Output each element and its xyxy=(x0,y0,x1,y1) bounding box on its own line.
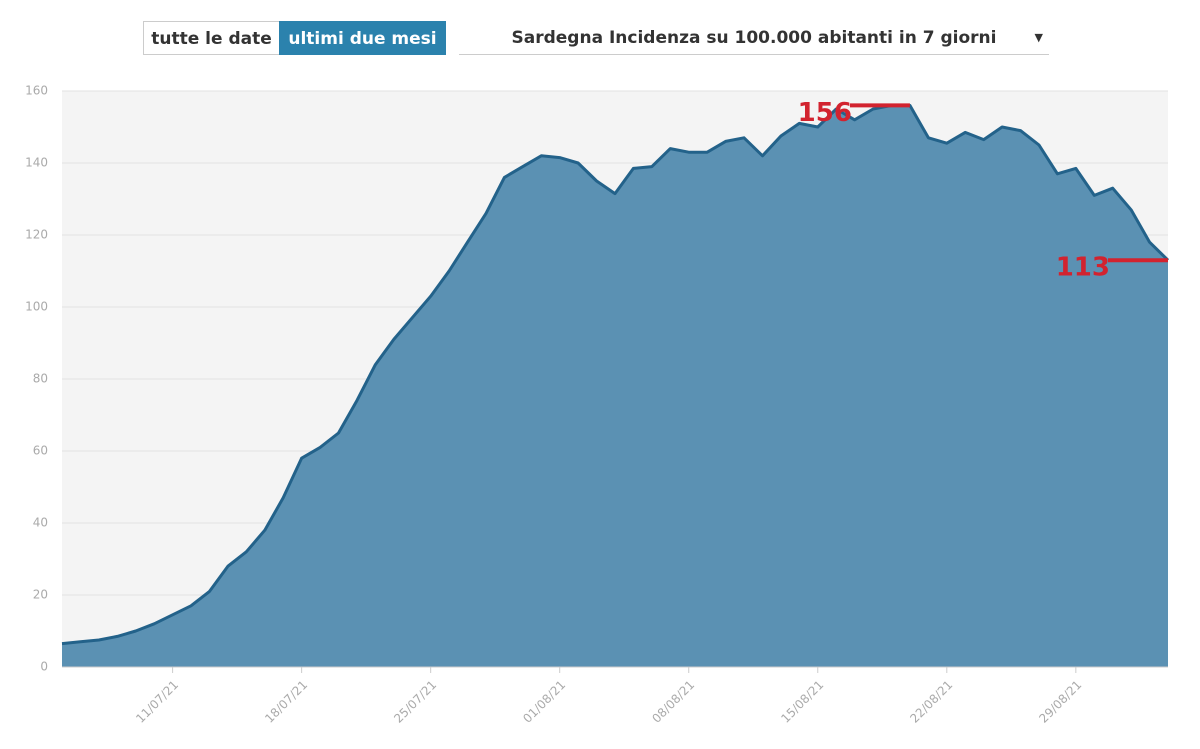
button[interactable]: tutte le date xyxy=(143,21,280,55)
dropdown[interactable]: Sardegna Incidenza su 100.000 abitanti i… xyxy=(459,21,1049,55)
x-tick-label: 18/07/21 xyxy=(262,678,310,726)
y-tick-label: 80 xyxy=(33,372,48,386)
y-tick-label: 20 xyxy=(33,588,48,602)
annotation-label: 113 xyxy=(1056,253,1110,283)
y-tick-label: 0 xyxy=(40,660,48,674)
y-tick-label: 160 xyxy=(25,84,48,98)
dropdown-label: Sardegna Incidenza su 100.000 abitanti i… xyxy=(511,28,997,48)
y-tick-label: 140 xyxy=(25,156,48,170)
x-tick-label: 01/08/21 xyxy=(520,678,568,726)
x-tick-label: 15/08/21 xyxy=(778,678,826,726)
x-tick-label: 08/08/21 xyxy=(649,678,697,726)
x-tick-label: 11/07/21 xyxy=(133,678,181,726)
line xyxy=(61,103,1170,646)
y-tick-label: 40 xyxy=(33,516,48,530)
annotation-label: 156 xyxy=(798,98,852,128)
y-tick-label: 100 xyxy=(25,300,48,314)
y-tick-label: 120 xyxy=(25,228,48,242)
x-tick-label: 22/08/21 xyxy=(907,678,955,726)
dropdown-arrow: ▼ xyxy=(1034,31,1043,44)
area xyxy=(62,105,1168,667)
y-tick-label: 60 xyxy=(33,444,48,458)
button-active[interactable]: ultimi due mesi xyxy=(279,21,446,55)
x-tick-label: 29/08/21 xyxy=(1036,678,1084,726)
x-tick-label: 25/07/21 xyxy=(391,678,439,726)
